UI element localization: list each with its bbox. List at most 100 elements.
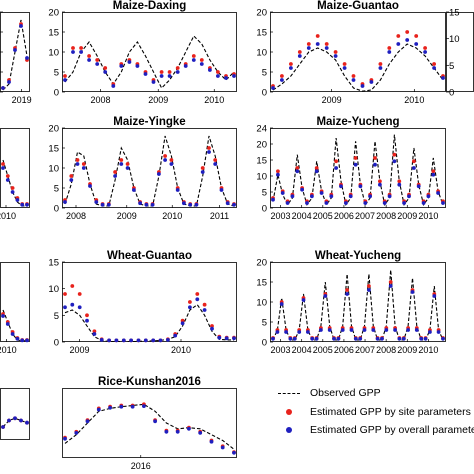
x-tick-label: 2008 xyxy=(376,211,396,221)
overall-estimate-point xyxy=(5,178,10,182)
site-estimate-point xyxy=(396,34,401,38)
x-tick-label: 2011 xyxy=(210,211,229,221)
y-tick-label: 15 xyxy=(48,258,59,269)
site-estimate-point xyxy=(69,174,74,178)
overall-estimate-point xyxy=(163,158,168,162)
overall-estimate-point xyxy=(130,404,135,409)
overall-estimate-point xyxy=(334,166,338,170)
site-estimate-point xyxy=(92,329,97,334)
chart-panel-7: 2010 xyxy=(0,262,30,355)
x-tick-label: 2007 xyxy=(355,211,375,221)
overall-estimate-point xyxy=(138,201,143,206)
overall-estimate-point xyxy=(406,328,410,332)
site-estimate-point xyxy=(207,146,211,150)
plot-frame xyxy=(0,128,30,208)
site-estimate-point xyxy=(159,70,164,74)
overall-estimate-point xyxy=(375,336,380,341)
overall-estimate-point xyxy=(412,166,416,170)
overall-estimate-point xyxy=(151,80,156,84)
overall-estimate-point xyxy=(419,336,424,341)
site-estimate-point xyxy=(342,62,347,66)
overall-estimate-point xyxy=(288,336,293,341)
overall-estimate-point xyxy=(342,66,347,70)
overall-estimate-point xyxy=(25,338,29,343)
overall-estimate-point xyxy=(153,419,158,424)
site-estimate-point xyxy=(315,34,320,38)
y-tick-label: 20 xyxy=(256,8,267,19)
site-estimate-point xyxy=(216,70,220,74)
overall-estimate-point xyxy=(183,64,188,68)
site-estimate-point xyxy=(334,159,338,164)
overall-estimate-point xyxy=(166,338,170,342)
overall-estimate-point xyxy=(7,418,11,423)
site-estimate-point xyxy=(1,162,5,166)
y-tick-label: 10 xyxy=(256,298,267,309)
overall-estimate-point xyxy=(441,336,445,341)
site-estimate-point xyxy=(75,158,80,162)
overall-estimate-point xyxy=(220,445,225,450)
site-estimate-point xyxy=(297,50,302,54)
overall-estimate-point xyxy=(396,42,401,46)
overall-estimate-point xyxy=(87,58,91,62)
overall-estimate-point xyxy=(323,294,328,298)
chart-panel-8: Wheat-Guantao 0 5 10 15 2009 2010 xyxy=(48,250,237,355)
observed-line-swatch xyxy=(278,392,300,394)
y-tick-label: 0 xyxy=(54,204,59,215)
site-estimate-point xyxy=(351,74,356,78)
overall-estimate-point xyxy=(319,191,324,195)
overall-estimate-point xyxy=(96,407,101,412)
observed-gpp-line xyxy=(272,43,444,92)
overall-estimate-point xyxy=(401,336,406,341)
overall-estimate-point xyxy=(182,201,186,206)
overall-estimate-point xyxy=(10,190,15,194)
overall-estimate-point xyxy=(119,64,124,68)
x-tick-label: 2010 xyxy=(0,345,17,355)
overall-estimate-point xyxy=(384,328,389,332)
overall-estimate-point xyxy=(423,50,427,54)
y-tick-label: 10 xyxy=(48,48,59,59)
overall-estimate-point xyxy=(315,42,320,46)
overall-estimate-point xyxy=(95,62,100,66)
site-estimate-point xyxy=(188,300,192,304)
y-tick-label: 0 xyxy=(449,88,454,99)
overall-estimate-point xyxy=(70,302,75,307)
y-tick-label: 15 xyxy=(48,144,59,155)
observed-gpp-line xyxy=(2,159,27,207)
overall-estimate-point xyxy=(349,328,354,332)
observed-gpp-line xyxy=(2,417,28,428)
overall-estimate-point xyxy=(1,166,5,170)
legend-item-observed: Observed GPP xyxy=(274,385,381,401)
overall-estimate-point xyxy=(416,184,421,189)
overall-estimate-point xyxy=(382,201,387,205)
overall-estimate-point xyxy=(271,336,275,341)
overall-estimate-point xyxy=(213,162,218,166)
overall-estimate-point xyxy=(232,450,236,455)
y-tick-label: 10 xyxy=(48,164,59,175)
x-tick-label: 2010 xyxy=(418,345,438,355)
overall-estimate-point xyxy=(129,338,134,343)
site-estimate-point xyxy=(276,169,280,174)
x-tick-label: 2010 xyxy=(404,95,424,105)
overall-estimate-point xyxy=(1,86,5,90)
y-tick-label: 15 xyxy=(256,278,267,289)
y-tick-label: 20 xyxy=(48,124,59,135)
x-tick-label: 2006 xyxy=(334,345,354,355)
y-tick-label: 5 xyxy=(54,68,59,79)
site-estimate-point xyxy=(414,34,419,38)
overall-estimate-point xyxy=(175,188,180,192)
overall-estimate-point xyxy=(369,80,374,84)
overall-estimate-point xyxy=(387,194,392,199)
overall-estimate-point xyxy=(224,76,228,80)
overall-estimate-point xyxy=(219,188,224,192)
overall-estimate-point xyxy=(345,292,349,296)
overall-estimate-point xyxy=(150,202,155,207)
overall-estimate-point xyxy=(348,194,353,199)
legend-label-site: Estimated GPP by site parameters xyxy=(310,406,471,418)
site-estimate-point xyxy=(103,66,108,70)
overall-estimate-point xyxy=(209,439,214,444)
y-tick-label: 0 xyxy=(54,88,59,99)
overall-estimate-point xyxy=(351,78,356,82)
y-tick-label: 20 xyxy=(256,258,267,269)
x-tick-label: 2004 xyxy=(292,211,312,221)
overall-estimate-point xyxy=(295,169,300,174)
